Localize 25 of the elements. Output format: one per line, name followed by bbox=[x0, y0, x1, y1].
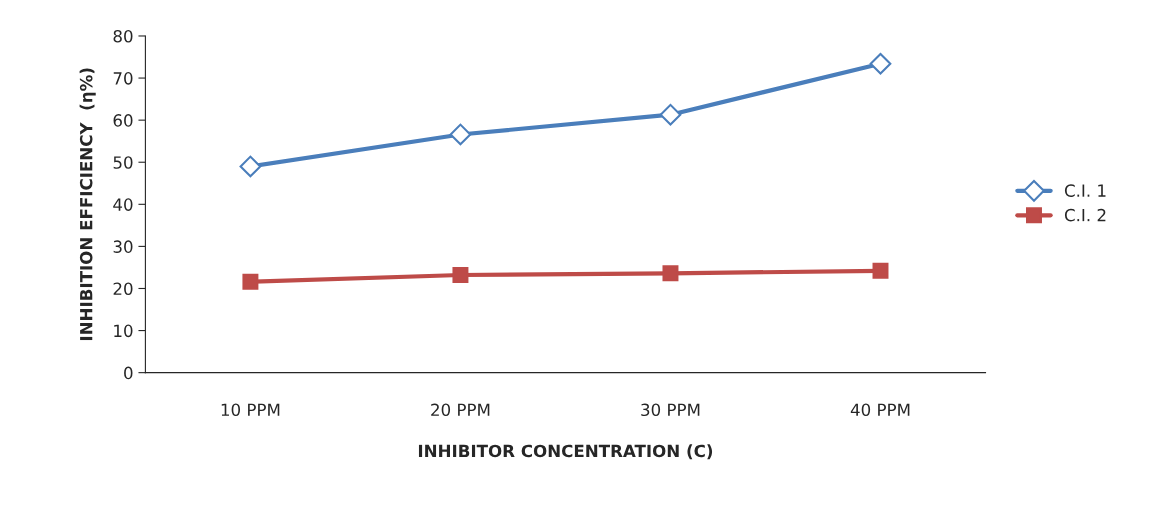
x-tick-label: 40 PPM bbox=[850, 403, 910, 417]
y-tick-label: 0 bbox=[124, 366, 133, 380]
point bbox=[659, 103, 682, 126]
y-axis-title: INHIBITION EFFICIENCY (η%) bbox=[79, 68, 96, 341]
legend-label: C.I. 2 bbox=[1064, 208, 1106, 222]
x-tick-label: 20 PPM bbox=[431, 403, 490, 417]
x-tick-label: 30 PPM bbox=[641, 403, 700, 417]
x-axis-title: INHIBITOR CONCENTRATION (C) bbox=[418, 444, 713, 460]
y-tick-label: 60 bbox=[113, 114, 133, 127]
legend-label: C.I. 1 bbox=[1064, 184, 1106, 197]
y-tick-label: 10 bbox=[114, 324, 133, 338]
point bbox=[452, 267, 469, 283]
y-tick-label: 70 bbox=[113, 72, 133, 85]
y-tick-label: 50 bbox=[113, 156, 133, 169]
y-tick-label: 30 bbox=[113, 240, 133, 253]
y-tick-label: 40 bbox=[113, 198, 133, 211]
point bbox=[869, 52, 892, 75]
point bbox=[449, 123, 472, 146]
point bbox=[242, 273, 259, 290]
y-tick-label: 80 bbox=[113, 29, 133, 43]
x-tick-label: 10 PPM bbox=[221, 403, 280, 417]
point bbox=[662, 265, 679, 282]
y-tick-label: 20 bbox=[113, 282, 133, 296]
point bbox=[239, 155, 262, 178]
point bbox=[872, 262, 889, 279]
